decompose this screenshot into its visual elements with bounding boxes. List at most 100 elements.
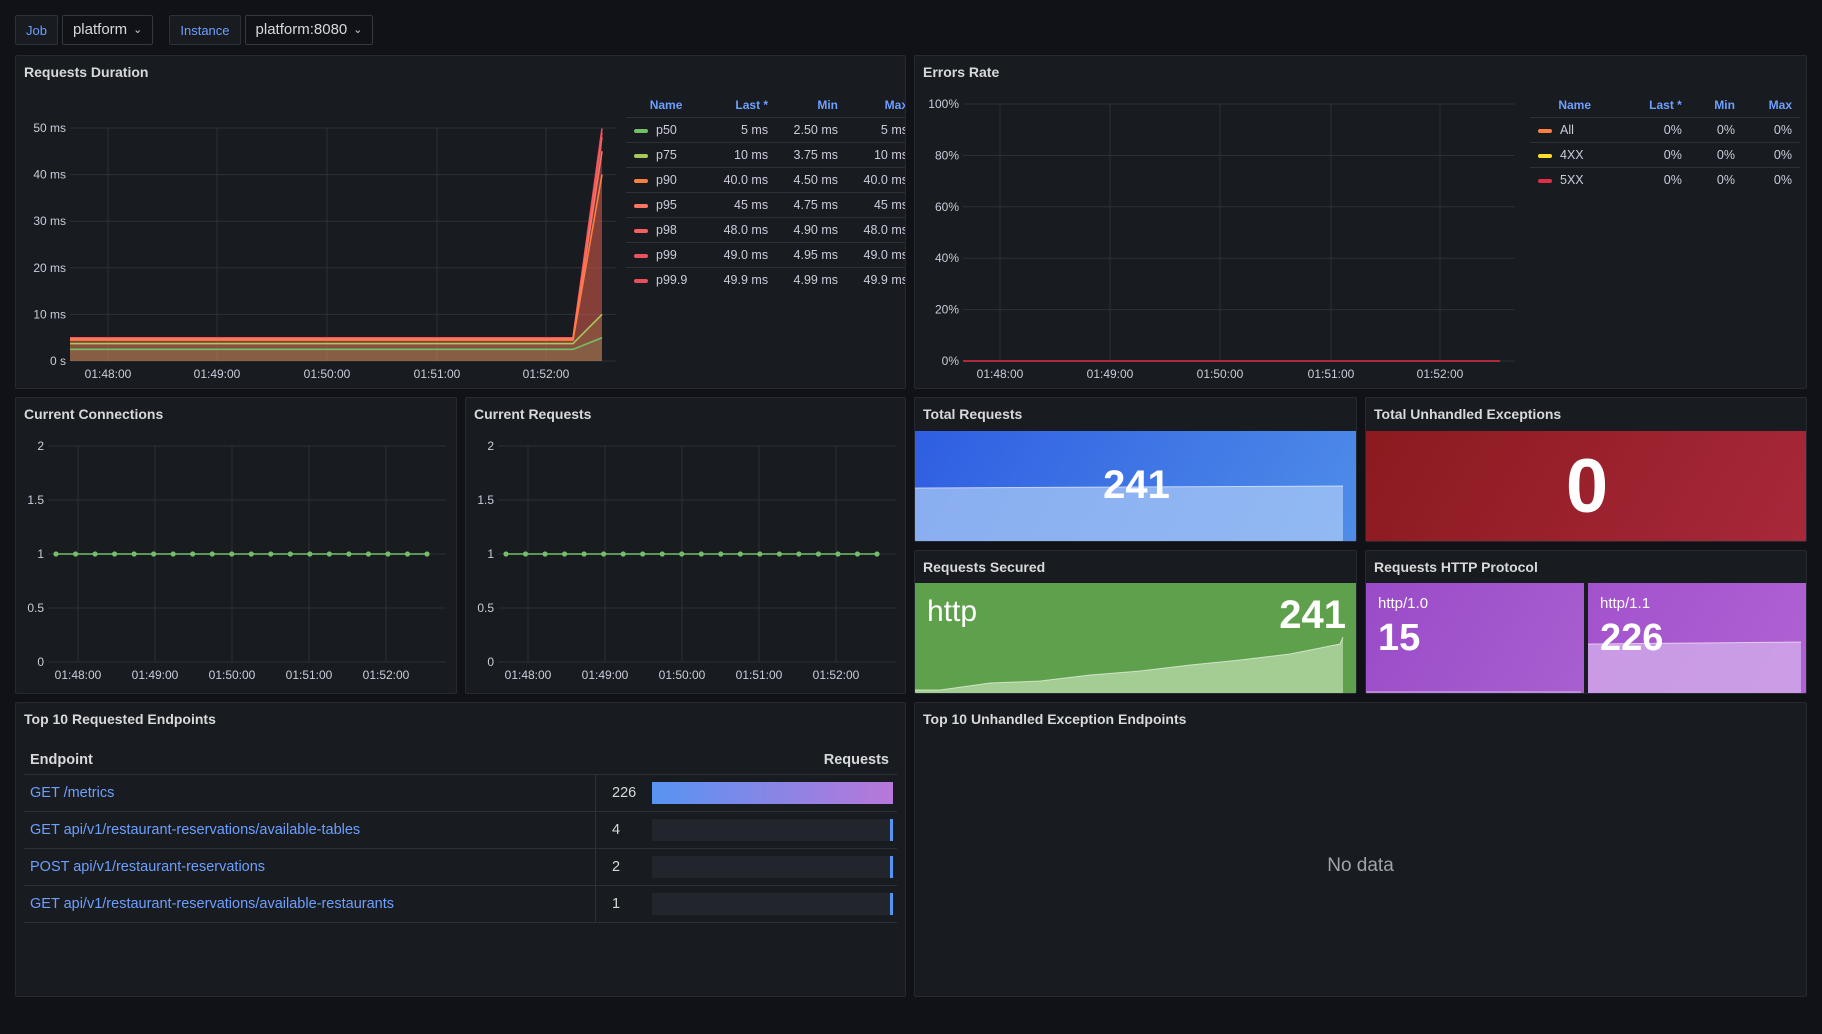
x-tick-label: 01:52:00 [1417,367,1464,381]
x-tick-label: 01:48:00 [505,668,552,682]
y-tick-label: 2 [37,439,44,453]
data-point [874,551,880,557]
y-tick-label: 0% [942,354,960,368]
x-tick-label: 01:52:00 [813,668,860,682]
data-point [346,551,352,557]
series-swatch [634,228,648,233]
sparkline [915,636,1344,693]
data-point [111,551,118,557]
series-line [70,336,603,351]
requests-gauge [652,893,893,915]
data-point [151,551,157,557]
series-area [70,174,602,361]
data-point [601,551,607,557]
job-variable-select[interactable]: platform ⌄ [61,15,154,45]
table-header: Endpoint Requests [24,745,897,775]
requests-duration-panel[interactable]: Requests Duration 50 ms 40 ms 30 ms 20 ms 10… [15,55,906,389]
x-tick-label: 01:50:00 [304,367,351,381]
series-line [70,137,603,339]
legend-row[interactable]: p90 40.0 ms 4.50 ms 40.0 ms [626,167,905,193]
legend-row[interactable]: p95 45 ms 4.75 ms 45 ms [626,192,905,218]
no-data-message: No data [1327,855,1394,876]
data-point [757,551,763,557]
series-swatch [634,203,648,208]
data-point [229,551,235,557]
endpoint-link[interactable]: GET /metrics [30,785,115,801]
legend-row[interactable]: p75 10 ms 3.75 ms 10 ms [626,142,905,168]
data-point [561,551,568,557]
panel-title: Total Requests [923,406,1023,422]
current-requests-panel[interactable]: Current Requests 2 1.5 1 0.5 0 01:48:00 01:49:… [465,397,906,694]
col-requests-header[interactable]: Requests [823,751,889,768]
y-tick-label: 0 s [50,354,66,368]
data-point [248,551,254,557]
panel-title: Top 10 Unhandled Exception Endpoints [923,711,1187,727]
requests-secured-panel[interactable]: Requests Secured http 241 [914,550,1357,694]
errors-rate-panel[interactable]: Errors Rate 100% 80% 60% 40% 20% 0% 01:48:00 01… [914,55,1807,389]
instance-variable-value: platform:8080 [255,21,348,38]
top-exceptions-panel[interactable]: Top 10 Unhandled Exception Endpoints No … [914,702,1807,997]
legend-row[interactable]: p99.9 49.9 ms 4.99 ms 49.9 ms [626,267,905,292]
data-point [190,551,196,557]
legend-row[interactable]: All 0% 0% 0% [1530,117,1800,143]
legend-row[interactable]: 4XX 0% 0% 0% [1530,142,1800,168]
y-tick-label: 50 ms [33,121,66,135]
y-tick-label: 40 ms [33,168,66,182]
chevron-down-icon: ⌄ [353,24,363,36]
data-point [620,551,626,557]
x-tick-label: 01:51:00 [736,668,783,682]
y-tick-label: 80% [935,148,959,162]
legend-row[interactable]: 5XX 0% 0% 0% [1530,167,1800,192]
http10-value: 15 [1378,617,1421,659]
data-point [424,551,430,557]
x-tick-label: 01:48:00 [977,367,1024,381]
requests-count: 2 [612,859,621,875]
data-point [640,551,646,557]
requests-gauge-fill [890,819,893,841]
top-endpoints-panel[interactable]: Top 10 Requested Endpoints Endpoint Requ… [15,702,906,997]
http10-label: http/1.0 [1378,595,1429,612]
table-row: POST api/v1/restaurant-reservations 2 [24,849,897,886]
data-point [170,551,176,557]
y-tick-label: 30 ms [33,214,66,228]
total-requests-panel[interactable]: Total Requests 241 [914,397,1357,542]
series-area [70,132,602,361]
x-tick-label: 01:52:00 [363,668,410,682]
data-point [326,551,332,557]
series-area [70,137,602,361]
current-connections-panel[interactable]: Current Connections 2 1.5 1 0.5 0 01:48:00 01:… [15,397,457,694]
requests-count: 1 [612,896,621,912]
y-tick-label: 60% [935,200,959,214]
instance-variable-select[interactable]: platform:8080 ⌄ [244,15,374,45]
legend-row[interactable]: p99 49.0 ms 4.95 ms 49.0 ms [626,242,905,268]
total-exceptions-panel[interactable]: Total Unhandled Exceptions 0 [1365,397,1807,542]
data-point [268,551,274,557]
legend-row[interactable]: p50 5 ms 2.50 ms 5 ms [626,117,905,143]
data-point [522,551,529,557]
y-tick-label: 1.5 [477,493,494,507]
requests-secured-stat: http 241 [915,583,1356,693]
total-requests-stat: 241 [915,431,1356,541]
panel-title: Current Requests [474,406,592,422]
panel-title: Requests Secured [923,559,1046,575]
col-endpoint-header[interactable]: Endpoint [30,751,93,768]
series-swatch [1538,178,1552,183]
y-tick-label: 1.5 [27,493,44,507]
panel-title: Current Connections [24,406,164,422]
endpoint-link[interactable]: GET api/v1/restaurant-reservations/avail… [30,822,361,838]
y-tick-label: 1 [487,547,494,561]
job-variable-value: platform [72,21,128,38]
series-swatch [634,178,648,183]
requests-duration-chart: 50 ms 40 ms 30 ms 20 ms 10 ms 0 s 01:48:00 01:4… [33,121,616,381]
current-connections-chart: 2 1.5 1 0.5 0 01:48:00 01:49:00 01:50:00 01:51:0… [27,439,446,682]
requests-gauge-fill [890,893,893,915]
legend-row[interactable]: p98 48.0 ms 4.90 ms 48.0 ms [626,217,905,243]
x-tick-label: 01:50:00 [1197,367,1244,381]
endpoint-link[interactable]: GET api/v1/restaurant-reservations/avail… [30,896,395,912]
http-protocol-panel[interactable]: Requests HTTP Protocol http/1.0 15 http/… [1365,550,1807,694]
y-tick-label: 0 [487,655,494,669]
requests-count: 4 [612,822,621,838]
endpoint-link[interactable]: POST api/v1/restaurant-reservations [30,859,266,875]
data-point [835,551,841,557]
top-endpoints-table: Endpoint Requests GET /metrics 226 GET a… [24,745,897,923]
